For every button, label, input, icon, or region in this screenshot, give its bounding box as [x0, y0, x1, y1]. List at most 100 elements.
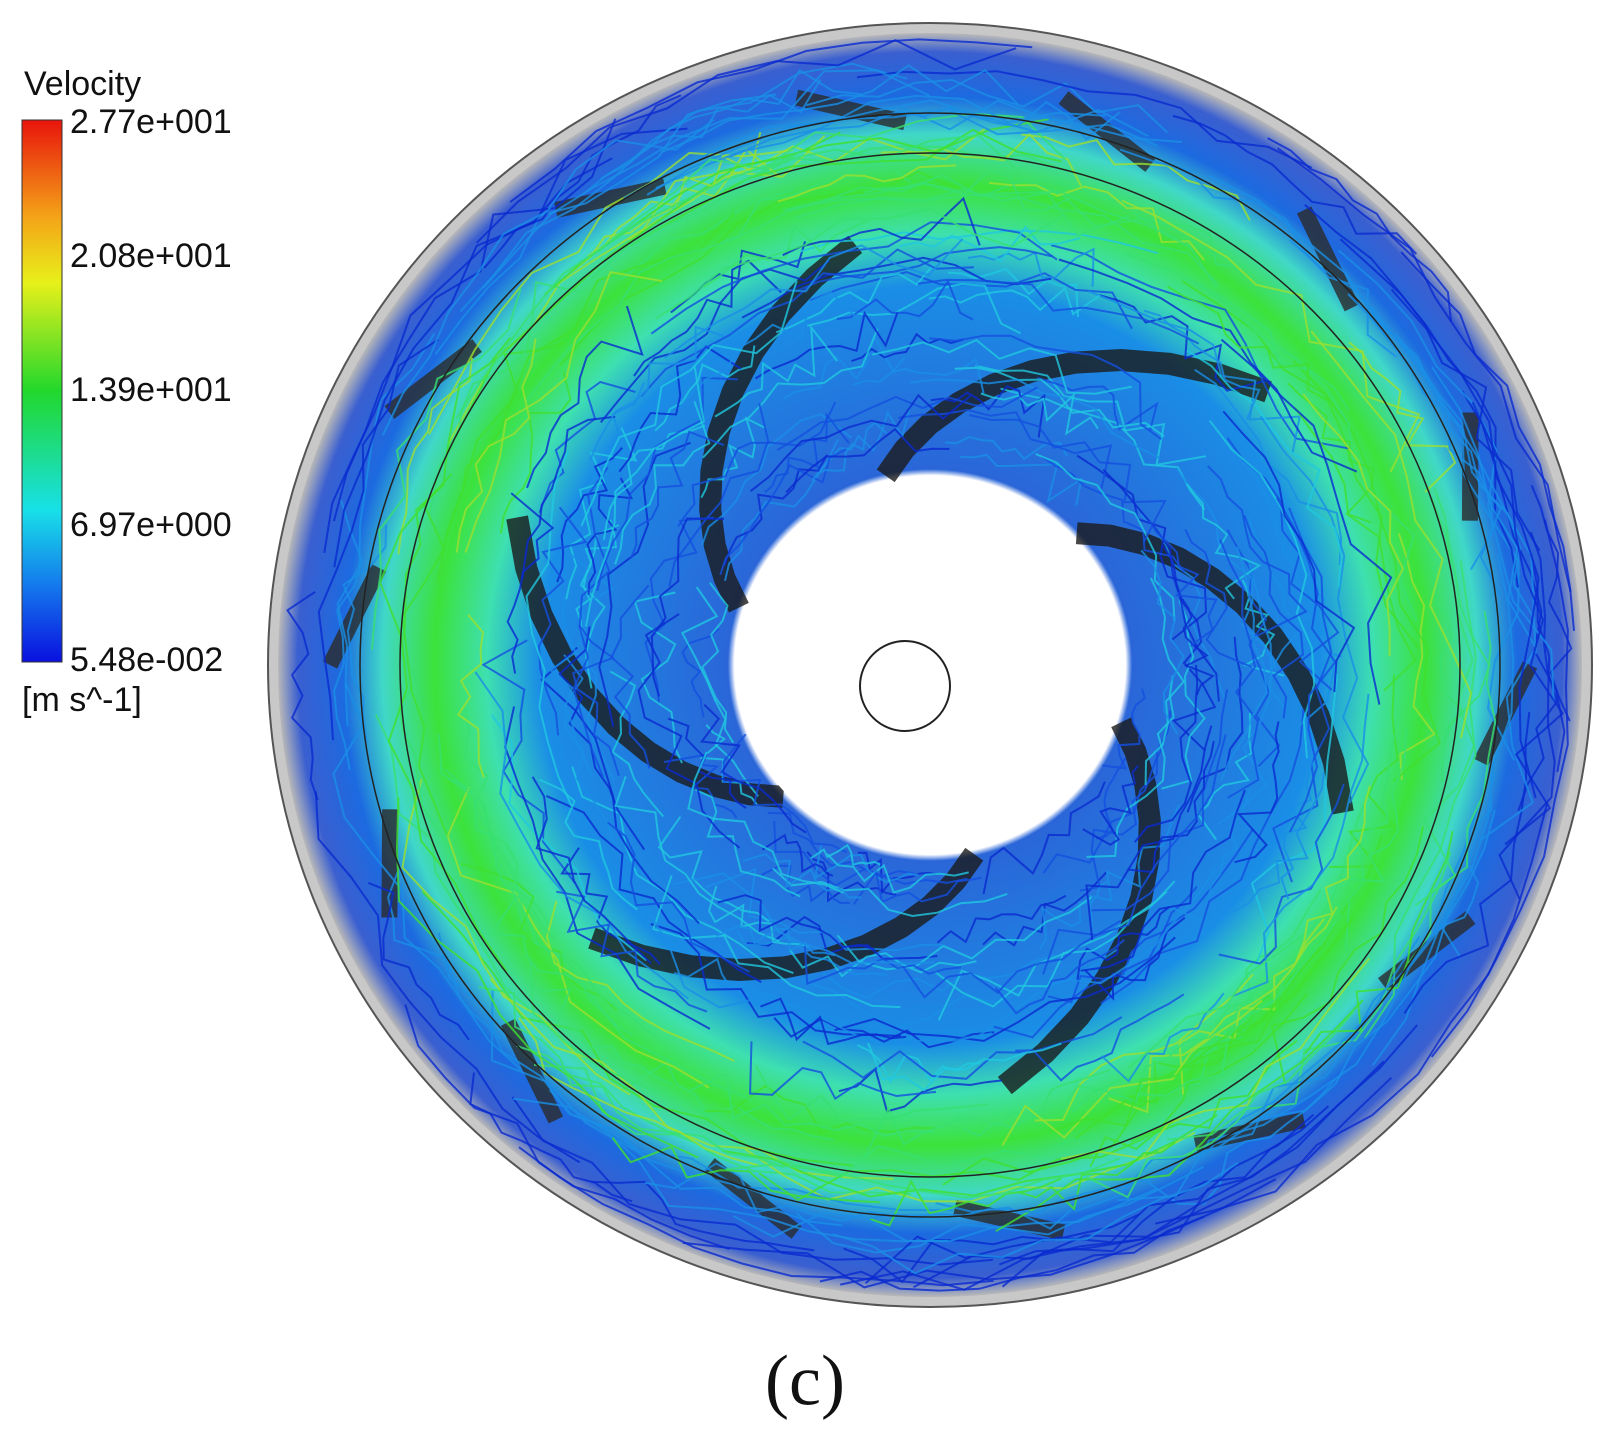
streamline [549, 596, 593, 776]
streamline [1234, 721, 1280, 864]
streamline [913, 1024, 1418, 1289]
streamline [585, 365, 705, 627]
streamline [655, 94, 1106, 190]
streamline [456, 614, 485, 778]
streamline [1431, 366, 1538, 842]
streamline [1250, 674, 1339, 965]
streamline [930, 385, 1046, 438]
streamline [646, 108, 1158, 196]
streamline [813, 845, 920, 883]
streamline [437, 212, 735, 582]
streamline [575, 519, 618, 634]
streamline [954, 366, 1165, 438]
streamline [630, 430, 725, 559]
legend-tick: 2.08e+001 [70, 237, 232, 275]
streamline [1034, 973, 1254, 1122]
streamline [807, 282, 1022, 335]
streamline [723, 454, 828, 566]
streamline [901, 919, 1122, 999]
streamline [1130, 917, 1354, 1143]
streamline [982, 781, 1106, 895]
streamline [509, 38, 1033, 203]
streamline [795, 246, 1053, 293]
streamline [1085, 725, 1213, 941]
streamline [1101, 688, 1146, 770]
streamline [560, 847, 661, 965]
streamline [929, 334, 1162, 441]
streamline [1127, 788, 1371, 1069]
streamline [1430, 519, 1569, 1058]
streamline [736, 929, 888, 976]
streamline [1207, 465, 1308, 637]
streamline [1378, 911, 1476, 991]
streamline [801, 948, 1119, 1030]
streamline [323, 157, 613, 554]
streamline [717, 894, 875, 951]
streamline [368, 881, 470, 1041]
streamline [286, 590, 319, 801]
streamline [1439, 773, 1496, 959]
streamline [1076, 906, 1170, 982]
streamline [852, 870, 982, 905]
streamline [499, 371, 572, 534]
streamline [1390, 288, 1540, 799]
streamline [1433, 488, 1491, 782]
streamline [810, 843, 881, 866]
streamline [342, 524, 388, 742]
streamline [941, 869, 1216, 1039]
streamline [1280, 758, 1314, 900]
streamline [647, 910, 993, 1046]
streamline [1135, 994, 1272, 1104]
streamline [1304, 204, 1541, 552]
streamline [600, 259, 830, 424]
streamline [787, 181, 1218, 289]
streamline [775, 263, 935, 334]
streamline [1184, 529, 1253, 669]
streamline [610, 584, 651, 769]
streamline [729, 99, 1183, 158]
streamline [618, 345, 742, 473]
streamline [511, 1096, 994, 1266]
streamline [1186, 483, 1262, 600]
streamline [1181, 280, 1420, 649]
streamline [826, 853, 969, 894]
streamline [529, 959, 898, 1166]
streamline [867, 1042, 1062, 1092]
streamline [1140, 549, 1185, 735]
streamline [856, 1044, 981, 1084]
streamline [654, 208, 1066, 320]
streamline [370, 288, 522, 650]
streamline [933, 880, 1176, 1008]
streamline [749, 393, 971, 492]
streamline [1348, 341, 1457, 493]
streamline [777, 164, 957, 203]
streamline [572, 624, 620, 776]
streamline [591, 1180, 815, 1252]
streamline [1277, 147, 1572, 593]
streamline [374, 714, 531, 1010]
streamline [661, 64, 1020, 154]
streamline [863, 168, 1071, 212]
streamline [761, 833, 834, 877]
streamline [401, 778, 631, 1096]
streamline [1218, 564, 1273, 825]
legend-title: Velocity [24, 65, 141, 103]
streamline [379, 488, 508, 972]
streamline [437, 932, 781, 1201]
streamline [1133, 664, 1199, 843]
streamline [1218, 783, 1345, 965]
streamline [701, 582, 735, 744]
streamline [1060, 987, 1260, 1111]
streamline [506, 515, 785, 808]
streamline [1267, 137, 1452, 322]
streamline [836, 896, 1093, 971]
streamline [1181, 598, 1215, 696]
streamline [994, 938, 1126, 1015]
streamline [1166, 851, 1452, 1141]
streamline [699, 703, 807, 834]
streamline [1166, 285, 1328, 401]
streamline [1295, 785, 1371, 961]
legend-tick: 1.39e+001 [70, 371, 232, 409]
streamline [381, 118, 715, 436]
